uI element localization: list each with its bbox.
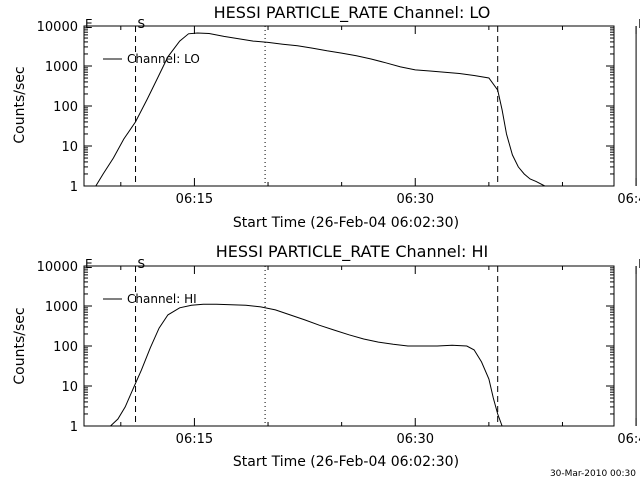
legend-label: Channel: HI [127,292,197,306]
panel-hi-title: HESSI PARTICLE_RATE Channel: HI [216,242,489,262]
plot-frame [83,25,615,187]
x-tick-label: 06:30 [397,192,434,207]
y-tick-label: 1 [70,180,78,195]
marker-label: E [85,17,93,31]
marker-label: S [138,17,146,31]
y-tick-label: 10000 [37,20,78,35]
series-line [95,32,546,186]
panel-lo: 11010010001000006:1506:3006:4507:0007:15… [37,17,640,207]
series-line [110,303,503,426]
y-tick-label: 10 [61,140,78,155]
y-tick-label: 100 [53,100,78,115]
marker-label: S [138,257,146,271]
y-tick-label: 1 [70,420,78,435]
marker-label: F [638,257,640,271]
y-tick-label: 10000 [37,260,78,275]
plot-frame [83,265,615,427]
marker-label: E [85,257,93,271]
panel-hi-y-axis-label: Counts/sec [12,307,28,384]
y-tick-label: 10 [61,380,78,395]
x-tick-label: 06:30 [397,432,434,447]
y-tick-label: 1000 [45,60,78,75]
x-tick-label: 06:45 [617,432,640,447]
panel-lo-y-axis-label: Counts/sec [12,66,28,143]
x-tick-label: 06:45 [617,192,640,207]
marker-label: F [638,17,640,31]
chart-panels: 11010010001000006:1506:3006:4507:0007:15… [37,17,640,447]
panel-lo-x-axis-label: Start Time (26-Feb-04 06:02:30) [233,215,459,231]
x-tick-label: 06:15 [176,192,213,207]
footer-timestamp: 30-Mar-2010 00:30 [550,469,636,479]
panel-lo-title: HESSI PARTICLE_RATE Channel: LO [214,3,491,23]
panel-hi: 11010010001000006:1506:3006:4507:0007:15… [37,257,640,447]
y-tick-label: 100 [53,340,78,355]
legend-label: Channel: LO [127,52,200,66]
x-tick-label: 06:15 [176,432,213,447]
y-tick-label: 1000 [45,300,78,315]
panel-hi-x-axis-label: Start Time (26-Feb-04 06:02:30) [233,454,459,470]
